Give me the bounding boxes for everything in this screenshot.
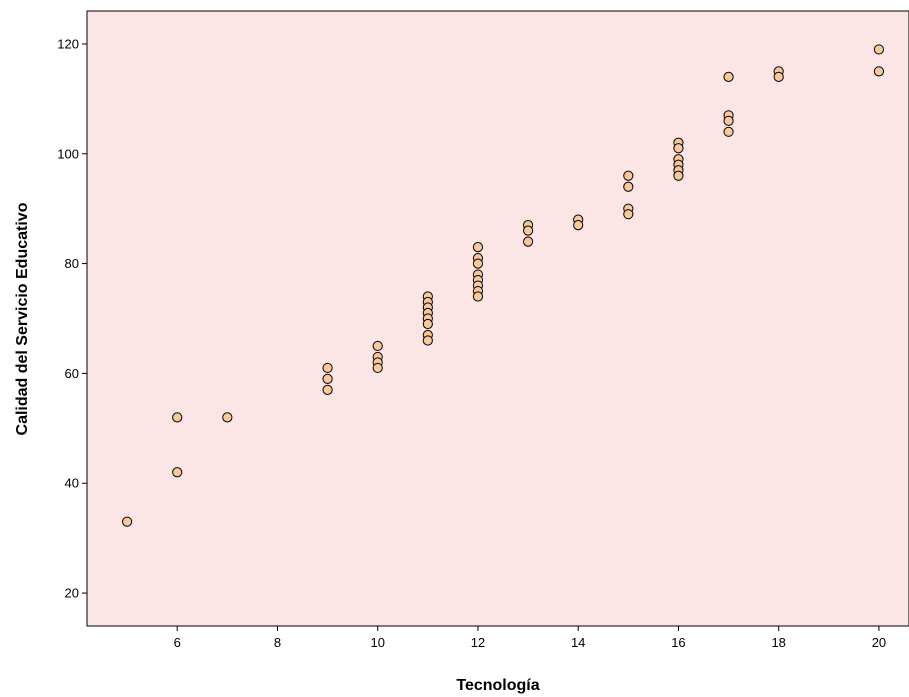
data-point	[472, 242, 484, 253]
data-point	[723, 71, 734, 82]
data-point	[673, 143, 684, 154]
y-axis: 20 40 60 80 100 120	[57, 36, 87, 601]
data-point	[522, 236, 534, 247]
data-point	[422, 318, 433, 330]
y-tick-label: 80	[65, 256, 79, 271]
data-point	[623, 170, 634, 181]
x-axis: 6 8 10 12 14 16 18 20	[174, 626, 886, 650]
y-tick-label: 40	[65, 476, 79, 491]
y-tick-label: 60	[65, 366, 79, 381]
x-tick-label: 8	[274, 635, 281, 650]
x-axis-title: Tecnología	[456, 677, 539, 694]
data-point	[723, 126, 734, 137]
data-point	[873, 66, 885, 77]
data-point	[172, 467, 183, 478]
y-tick-label: 100	[57, 146, 79, 161]
data-point	[322, 362, 333, 374]
x-tick-label: 16	[671, 635, 685, 650]
x-tick-label: 12	[471, 635, 485, 650]
y-tick-label: 120	[57, 36, 79, 51]
data-point	[372, 362, 383, 374]
data-point	[623, 209, 634, 220]
x-tick-label: 18	[771, 635, 785, 650]
data-point	[222, 412, 233, 423]
data-point	[372, 340, 383, 352]
data-point	[472, 258, 484, 269]
x-tick-label: 20	[872, 635, 886, 650]
x-tick-label: 10	[370, 635, 384, 650]
data-point	[121, 516, 133, 527]
data-point	[422, 335, 433, 346]
plot-area	[86, 10, 909, 627]
y-axis-title: Calidad del Servicio Educativo	[14, 202, 31, 435]
data-point	[322, 384, 333, 395]
data-points	[121, 44, 885, 527]
y-tick-label: 20	[65, 586, 79, 601]
data-point	[773, 71, 784, 82]
data-point	[573, 220, 584, 231]
data-point	[673, 170, 684, 181]
data-point	[623, 181, 634, 192]
data-point	[472, 291, 484, 302]
data-point	[723, 115, 734, 126]
data-point	[522, 225, 534, 236]
x-tick-label: 6	[174, 635, 181, 650]
data-point	[172, 412, 183, 423]
x-tick-label: 14	[571, 635, 585, 650]
data-point	[322, 373, 333, 385]
data-point	[873, 44, 885, 55]
